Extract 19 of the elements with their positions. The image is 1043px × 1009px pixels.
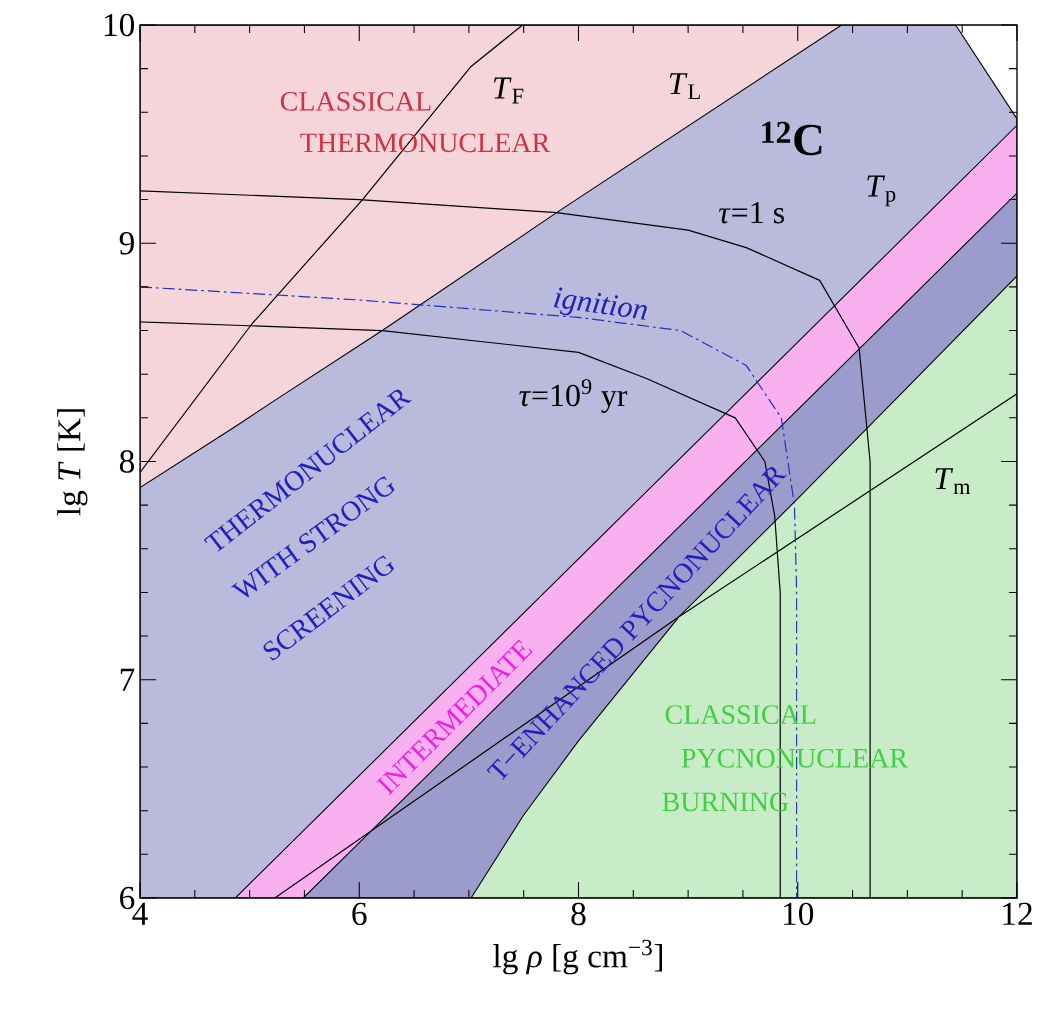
annotation: τ=1 s: [718, 201, 784, 224]
x-tick-label: 6: [352, 902, 367, 926]
annotation: CLASSICAL: [280, 91, 431, 111]
annotation: $^{12}$C: [762, 121, 822, 156]
annotation: T$_{m}$: [935, 468, 971, 495]
annotation: τ=10$^{9}$ yr: [519, 379, 628, 413]
y-tick-label: 10: [104, 13, 135, 37]
y-tick-label: 7: [120, 668, 135, 691]
x-axis-title: lg ρ [g cm$^{−3}$]: [493, 939, 663, 975]
annotation: T$_{L}$: [669, 73, 700, 100]
annotation: T$_{F}$: [494, 77, 524, 104]
annotation: ignition: [553, 287, 647, 320]
annotation: T$_{p}$: [867, 175, 896, 207]
x-tick-label: 10: [784, 902, 814, 926]
y-tick-label: 9: [119, 232, 134, 255]
x-tick-label: 8: [571, 902, 586, 926]
y-axis-title: lg T [K]: [57, 409, 88, 516]
x-tick-label: 12: [1003, 902, 1032, 925]
y-tick-label: 8: [119, 450, 135, 473]
